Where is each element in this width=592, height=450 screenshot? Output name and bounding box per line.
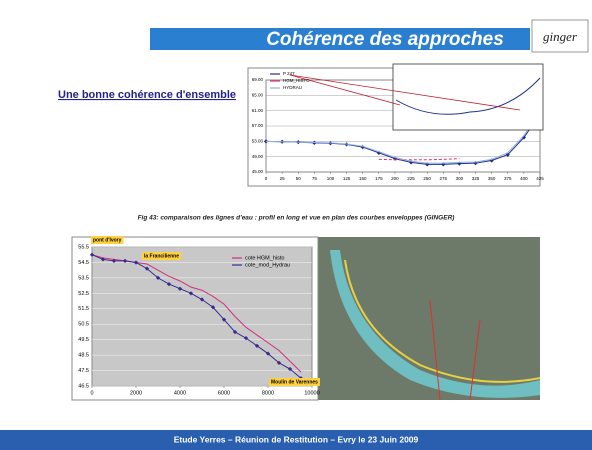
- x-tick-label: 175: [375, 176, 383, 181]
- inset-pointer: [289, 74, 401, 106]
- point: [265, 351, 271, 356]
- y-tick-label: 47.5: [78, 368, 89, 374]
- legend-label: P 247: [283, 71, 295, 76]
- y-tick-label: 50.5: [78, 322, 89, 328]
- x-tick-label: 275: [440, 176, 448, 181]
- point: [133, 260, 139, 265]
- x-tick-label: 125: [343, 176, 351, 181]
- caption: Fig 43: comparaison des lignes d'eau : p…: [138, 215, 455, 222]
- legend-label: HYDRAU: [283, 85, 302, 90]
- x-tick-label: 25: [280, 176, 286, 181]
- x-tick-label: 425: [536, 176, 544, 181]
- x-tick-label: 4000: [174, 390, 186, 396]
- annotation: pont d'Ivory: [93, 237, 122, 243]
- point: [188, 291, 194, 296]
- point: [177, 286, 183, 291]
- y-tick-label: 55.5: [78, 244, 89, 250]
- point: [276, 360, 282, 365]
- subtitle: Une bonne cohérence d'ensemble: [58, 89, 236, 101]
- y-tick-label: 52.5: [78, 291, 89, 297]
- y-tick-label: 65.00: [252, 93, 264, 98]
- y-tick-label: 53.00: [252, 139, 264, 144]
- x-tick-label: 100: [327, 176, 335, 181]
- point: [221, 317, 227, 322]
- inset-river: [395, 77, 541, 115]
- x-tick-label: 250: [423, 176, 431, 181]
- x-tick-label: 325: [472, 176, 480, 181]
- title: Cohérence des approches: [266, 29, 504, 50]
- x-tick-label: 200: [391, 176, 399, 181]
- inset-plan: [392, 63, 544, 131]
- y-tick-label: 57.00: [252, 123, 264, 128]
- y-tick-label: 46.5: [78, 383, 89, 389]
- x-tick-label: 50: [296, 176, 302, 181]
- y-tick-label: 51.5: [78, 306, 89, 312]
- title-band: [150, 28, 530, 50]
- point: [287, 366, 293, 372]
- x-tick-label: 300: [456, 176, 464, 181]
- y-tick-label: 69.00: [252, 77, 264, 82]
- y-tick-label: 54.5: [78, 260, 89, 266]
- annotation-box: [91, 236, 124, 244]
- annotation-box: [269, 378, 320, 386]
- logo: ginger: [543, 29, 578, 44]
- footer: Etude Yerres – Réunion de Restitution – …: [174, 434, 419, 444]
- annotation-box: [142, 252, 182, 260]
- legend-label: cote HGM_histo: [245, 255, 284, 261]
- x-tick-label: 350: [488, 176, 496, 181]
- point: [155, 275, 161, 281]
- point: [243, 336, 249, 341]
- y-tick-label: 48.5: [78, 353, 89, 359]
- point: [166, 281, 172, 287]
- point: [210, 305, 216, 310]
- map-river: [344, 259, 541, 383]
- series-line: [265, 110, 541, 164]
- y-tick-label: 45.00: [252, 169, 264, 174]
- x-tick-label: 0: [265, 176, 268, 181]
- series-line: [378, 158, 460, 161]
- x-tick-label: 375: [504, 176, 512, 181]
- y-tick-label: 49.5: [78, 337, 89, 343]
- point: [144, 266, 150, 271]
- point: [254, 343, 260, 348]
- point: [232, 329, 238, 335]
- x-tick-label: 150: [359, 176, 367, 181]
- y-tick-label: 49.00: [252, 154, 264, 159]
- x-tick-label: 75: [312, 176, 318, 181]
- x-tick-label: 10000: [304, 390, 319, 396]
- footer-band: [0, 430, 592, 450]
- logo-box: [531, 19, 589, 53]
- x-tick-label: 0: [90, 390, 93, 396]
- map-section: [469, 319, 481, 401]
- x-tick-label: 8000: [262, 390, 274, 396]
- x-tick-label: 6000: [218, 390, 230, 396]
- x-tick-label: 225: [407, 176, 415, 181]
- annotation: la Francilienne: [144, 253, 179, 259]
- point: [199, 297, 205, 302]
- legend-label: cote_mod_Hydrau: [245, 262, 290, 268]
- y-tick-label: 53.5: [78, 275, 89, 281]
- x-tick-label: 2000: [130, 390, 142, 396]
- point: [89, 252, 95, 257]
- legend-label: HGM_HISTO: [283, 78, 310, 83]
- inset-pointer: [289, 74, 521, 111]
- annotation: Moulin de Varennes: [271, 379, 318, 385]
- x-tick-label: 400: [520, 176, 528, 181]
- map-section: [429, 299, 441, 401]
- y-tick-label: 61.00: [252, 108, 264, 113]
